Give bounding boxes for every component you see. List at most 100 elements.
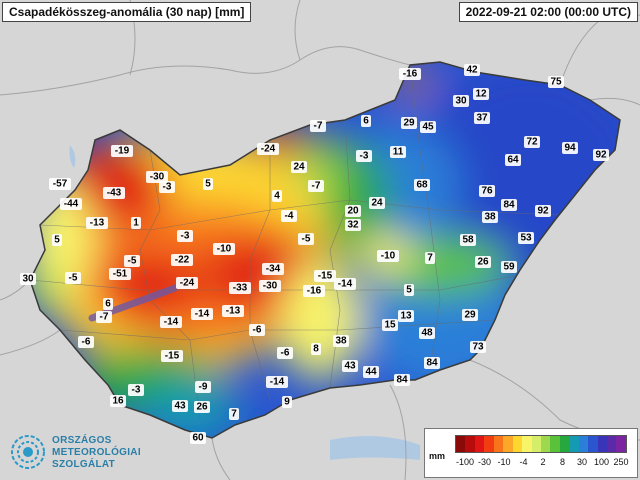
- station-value: -10: [381, 251, 396, 262]
- station-label-bg: [548, 76, 564, 88]
- station-label-bg: [229, 408, 239, 420]
- station-label-bg: [229, 282, 251, 294]
- station-label-bg: [159, 181, 175, 193]
- station-label-bg: [334, 278, 356, 290]
- legend-swatch: [578, 436, 589, 452]
- station-value: 76: [481, 186, 493, 197]
- station-value: -13: [90, 218, 105, 229]
- legend-colorbar: [455, 435, 627, 453]
- legend-swatch: [503, 436, 513, 452]
- station-value: 53: [520, 233, 532, 244]
- station-value: 68: [416, 180, 428, 191]
- legend-tick-label: 8: [559, 457, 566, 467]
- station-value: -19: [115, 146, 130, 157]
- map-title: Csapadékösszeg-anomália (30 nap) [mm]: [2, 2, 252, 22]
- station-label-bg: [414, 179, 430, 191]
- station-label-bg: [303, 285, 325, 297]
- station-value: 16: [112, 396, 124, 407]
- station-label-bg: [249, 324, 265, 336]
- station-value: -5: [302, 234, 311, 245]
- station-label-bg: [501, 199, 517, 211]
- omsz-logo: ORSZÁGOS METEOROLÓGIAI SZOLGÁLAT: [11, 433, 141, 470]
- station-value: 26: [477, 257, 489, 268]
- map-timestamp: 2022-09-21 02:00 (00:00 UTC): [458, 2, 638, 22]
- station-label-bg: [363, 366, 379, 378]
- station-value: 60: [192, 433, 204, 444]
- legend-swatch: [550, 436, 560, 452]
- station-label-bg: [282, 396, 292, 408]
- color-legend: mm -100 -30 -10 -4 2 8 30 100 250: [424, 428, 638, 478]
- station-label-bg: [160, 316, 182, 328]
- station-value: -14: [195, 309, 210, 320]
- station-value: -22: [175, 255, 190, 266]
- station-value: -30: [263, 281, 278, 292]
- station-label-bg: [128, 384, 144, 396]
- station-value: -24: [261, 144, 276, 155]
- station-value: 26: [196, 402, 208, 413]
- station-value: 30: [455, 96, 467, 107]
- station-value: -6: [82, 337, 91, 348]
- station-value: -57: [53, 179, 68, 190]
- station-label-bg: [473, 88, 489, 100]
- station-value: 5: [54, 235, 60, 246]
- station-value: 72: [526, 137, 538, 148]
- legend-swatch: [465, 436, 475, 452]
- station-value: -43: [107, 188, 122, 199]
- station-label-bg: [474, 112, 490, 124]
- legend-swatch: [474, 436, 485, 452]
- station-value: 5: [406, 285, 412, 296]
- station-value: 84: [503, 200, 515, 211]
- station-value: 43: [344, 361, 356, 372]
- station-value: -15: [165, 351, 180, 362]
- station-label-bg: [310, 120, 326, 132]
- station-label-bg: [535, 205, 551, 217]
- station-value: 45: [422, 122, 434, 133]
- station-label-bg: [398, 310, 414, 322]
- station-label-bg: [356, 150, 372, 162]
- water-bodies: [69, 145, 420, 460]
- station-label-bg: [146, 171, 168, 183]
- legend-unit: mm: [429, 451, 446, 461]
- station-label-bg: [190, 432, 206, 444]
- station-label-bg: [78, 336, 94, 348]
- legend-swatch: [597, 436, 607, 452]
- station-label-bg: [475, 256, 491, 268]
- station-label-bg: [194, 401, 210, 413]
- station-value: 1: [133, 218, 139, 229]
- station-value: 75: [550, 77, 562, 88]
- station-label-bg: [394, 374, 410, 386]
- station-label-bg: [195, 381, 211, 393]
- station-value: 58: [462, 235, 474, 246]
- station-value: 48: [421, 328, 433, 339]
- station-value: 15: [384, 320, 396, 331]
- station-value: 64: [507, 155, 519, 166]
- station-label-bg: [420, 121, 436, 133]
- station-label-bg: [172, 400, 188, 412]
- station-value: -33: [233, 283, 248, 294]
- legend-tick-label: 100: [593, 457, 610, 467]
- station-label-bg: [524, 136, 540, 148]
- station-label-bg: [131, 217, 141, 229]
- station-label-bg: [425, 252, 435, 264]
- station-value: -5: [128, 256, 137, 267]
- station-label-bg: [464, 64, 480, 76]
- station-label-bg: [470, 341, 486, 353]
- station-label-bg: [65, 272, 81, 284]
- logo-line-3: SZOLGÁLAT: [52, 457, 115, 470]
- station-label-bg: [203, 178, 213, 190]
- station-value: 94: [564, 143, 576, 154]
- station-value: -15: [318, 271, 333, 282]
- legend-swatch: [512, 436, 523, 452]
- station-value: 12: [475, 89, 487, 100]
- station-value: 11: [393, 147, 404, 158]
- legend-swatch: [540, 436, 551, 452]
- legend-swatch: [569, 436, 579, 452]
- station-value: -30: [150, 172, 165, 183]
- station-label-bg: [177, 230, 193, 242]
- legend-tick-label: 2: [540, 457, 546, 467]
- station-value: 8: [313, 344, 319, 355]
- station-value: 92: [537, 206, 549, 217]
- station-label-bg: [60, 198, 82, 210]
- station-label-bg: [361, 115, 371, 127]
- station-label-bg: [161, 350, 183, 362]
